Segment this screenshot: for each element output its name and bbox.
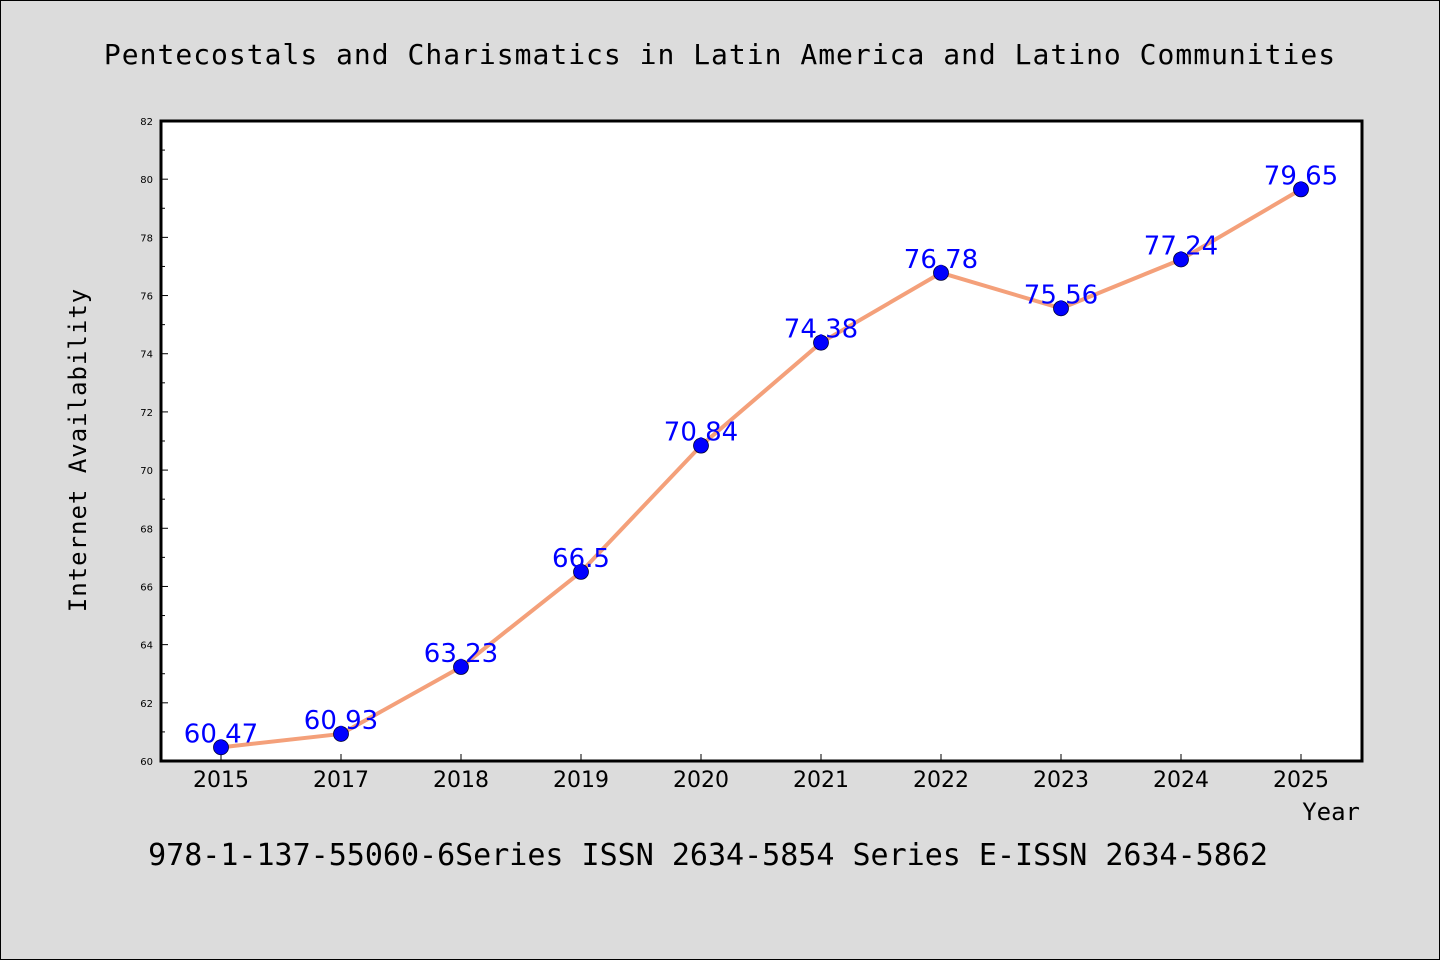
y-tick-label: 66 xyxy=(140,582,153,593)
x-tick-label: 2015 xyxy=(193,768,249,793)
x-tick-label: 2025 xyxy=(1273,768,1329,793)
chart-title: Pentecostals and Charismatics in Latin A… xyxy=(104,38,1336,71)
data-point-2024 xyxy=(1173,251,1189,268)
data-markers xyxy=(213,181,1309,756)
data-label: 75.56 xyxy=(1024,280,1098,310)
x-tick-label: 2022 xyxy=(913,768,969,793)
plot-frame xyxy=(159,119,1364,763)
data-point-2015 xyxy=(213,739,229,756)
x-tick-label: 2019 xyxy=(553,768,609,793)
data-label: 77.24 xyxy=(1144,231,1218,261)
data-label: 60.93 xyxy=(304,706,378,736)
y-tick-label: 82 xyxy=(140,117,153,128)
y-tick-label: 62 xyxy=(140,699,153,710)
data-point-2020 xyxy=(693,437,709,454)
data-label: 60.47 xyxy=(184,719,258,749)
y-tick-label: 72 xyxy=(140,408,153,419)
y-tick-label: 78 xyxy=(140,233,153,244)
y-tick-label: 64 xyxy=(140,641,153,652)
series-line-group xyxy=(219,187,1303,750)
x-axis-label: Year xyxy=(1302,798,1360,826)
data-point-2021 xyxy=(813,334,829,351)
x-tick-label: 2021 xyxy=(793,768,849,793)
data-point-2019 xyxy=(573,564,589,580)
y-tick-label: 68 xyxy=(140,524,153,535)
data-label: 76.78 xyxy=(904,245,978,275)
y-tick-label: 76 xyxy=(140,292,153,303)
data-label: 70.84 xyxy=(664,418,738,448)
data-point-2022 xyxy=(933,264,949,281)
y-tick-label: 74 xyxy=(140,350,153,361)
data-label: 79.65 xyxy=(1264,161,1338,191)
y-axis-ticks: 60 62 64 66 68 70 72 74 76 78 80 82 xyxy=(140,117,168,768)
x-tick-label: 2024 xyxy=(1153,768,1209,793)
data-point-2023 xyxy=(1053,300,1069,317)
data-label: 74.38 xyxy=(784,315,858,345)
x-tick-label: 2017 xyxy=(313,768,369,793)
y-axis-label: Internet Availability xyxy=(64,288,92,612)
data-point-2018 xyxy=(453,659,469,675)
data-label: 66.5 xyxy=(552,544,610,574)
y-tick-label: 60 xyxy=(140,757,153,768)
plot-area xyxy=(161,121,1362,761)
data-point-2025 xyxy=(1293,181,1309,198)
footer-isbn-text: 978-1-137-55060-6Series ISSN 2634-5854 S… xyxy=(148,838,1268,873)
x-tick-label: 2018 xyxy=(433,768,489,793)
x-tick-label: 2020 xyxy=(673,768,729,793)
data-label: 63.23 xyxy=(424,639,498,669)
data-point-2017 xyxy=(333,726,349,742)
x-tick-label: 2023 xyxy=(1033,768,1089,793)
x-axis-ticks: 2015 2017 2018 2019 2020 2021 2022 2023 2024 2025 xyxy=(193,754,1329,793)
y-tick-label: 70 xyxy=(140,466,153,477)
y-tick-label: 80 xyxy=(140,175,153,186)
series-line xyxy=(219,187,1303,750)
data-labels: 60.47 60.93 63.23 66.5 70.84 74.38 76.78 75.56 7… xyxy=(184,161,1338,749)
